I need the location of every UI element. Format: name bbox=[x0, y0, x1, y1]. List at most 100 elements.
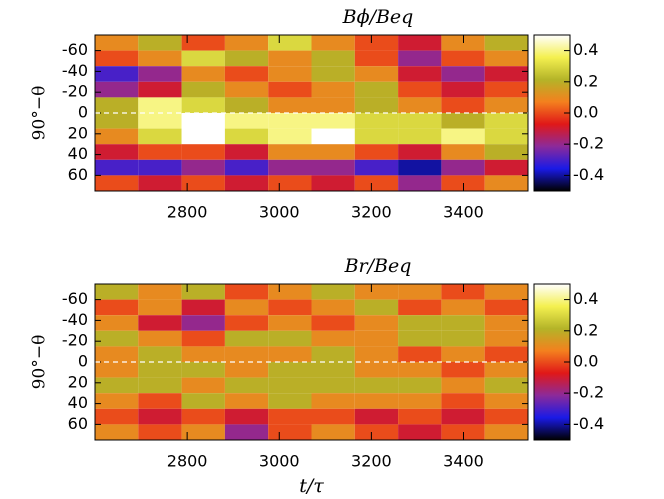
heatmap-cell bbox=[224, 128, 269, 145]
heatmap-cell bbox=[95, 113, 139, 129]
heatmap-cell bbox=[268, 330, 312, 347]
heatmap-cell bbox=[398, 128, 442, 145]
heatmap-cell bbox=[224, 315, 269, 331]
heatmap-cell bbox=[311, 159, 355, 176]
x-tick-label: 3400 bbox=[443, 452, 484, 471]
heatmap-cell bbox=[181, 362, 225, 378]
heatmap-cell bbox=[484, 424, 528, 440]
y-tick-label: 20 bbox=[68, 372, 88, 391]
heatmap-cell bbox=[398, 315, 442, 331]
heatmap-cell bbox=[354, 284, 399, 300]
heatmap-cell bbox=[268, 175, 312, 191]
y-tick-label: 60 bbox=[68, 165, 88, 184]
heatmap-cell bbox=[441, 113, 485, 129]
heatmap-cell bbox=[138, 35, 182, 51]
heatmap-cell bbox=[354, 35, 399, 51]
heatmap-cell bbox=[311, 330, 355, 347]
y-tick-label: -20 bbox=[62, 331, 88, 350]
y-tick-label: 0 bbox=[78, 352, 88, 371]
heatmap-cell bbox=[224, 35, 269, 51]
heatmap-cell bbox=[95, 50, 139, 67]
heatmap-cell bbox=[181, 346, 225, 362]
heatmap-cell bbox=[224, 424, 269, 440]
heatmap-cell bbox=[268, 113, 312, 129]
heatmap-cell bbox=[484, 50, 528, 67]
heatmap-cell bbox=[398, 424, 442, 440]
y-tick-label: 60 bbox=[68, 414, 88, 433]
heatmap-cell bbox=[398, 175, 442, 191]
heatmap-cell bbox=[484, 393, 528, 409]
heatmap-cell bbox=[354, 159, 399, 176]
heatmap-cell bbox=[398, 299, 442, 316]
heatmap-cell bbox=[398, 408, 442, 425]
heatmap-cell bbox=[311, 284, 355, 300]
heatmap-cell bbox=[441, 128, 485, 145]
heatmap-cell bbox=[311, 393, 355, 409]
heatmap-cell bbox=[95, 284, 139, 300]
heatmap-cell bbox=[95, 299, 139, 316]
y-axis-label: 90°−θ bbox=[30, 86, 50, 141]
heatmap-cell bbox=[354, 81, 399, 98]
heatmap-cell bbox=[311, 377, 355, 394]
heatmap-cell bbox=[224, 144, 269, 160]
heatmap-cell bbox=[354, 330, 399, 347]
heatmap-cell bbox=[484, 377, 528, 394]
heatmap-cell bbox=[268, 159, 312, 176]
heatmap-cell bbox=[268, 408, 312, 425]
heatmap-cell bbox=[398, 97, 442, 113]
heatmap-cell bbox=[441, 315, 485, 331]
heatmap-cell bbox=[441, 299, 485, 316]
heatmap-cell bbox=[95, 144, 139, 160]
heatmap-cell bbox=[95, 315, 139, 331]
heatmap-cell bbox=[224, 113, 269, 129]
x-tick-label: 2800 bbox=[167, 203, 208, 222]
y-tick-label: 40 bbox=[68, 144, 88, 163]
heatmap-cell bbox=[138, 424, 182, 440]
heatmap-cell bbox=[181, 50, 225, 67]
heatmap-cell bbox=[354, 128, 399, 145]
heatmap-cell bbox=[311, 66, 355, 82]
heatmap-cell bbox=[181, 81, 225, 98]
heatmap-cell bbox=[311, 81, 355, 98]
heatmap-cell bbox=[138, 346, 182, 362]
heatmap-cell bbox=[441, 50, 485, 67]
heatmap-cell bbox=[138, 377, 182, 394]
heatmap-cell bbox=[95, 330, 139, 347]
heatmap-cell bbox=[138, 113, 182, 129]
heatmap-cell bbox=[268, 97, 312, 113]
heatmap-cell bbox=[484, 35, 528, 51]
heatmap-cell bbox=[484, 144, 528, 160]
heatmap-cell bbox=[95, 159, 139, 176]
x-tick-label: 3400 bbox=[443, 203, 484, 222]
heatmap-cell bbox=[484, 128, 528, 145]
heatmap-cell bbox=[224, 346, 269, 362]
heatmap-cell bbox=[484, 346, 528, 362]
heatmap-cell bbox=[268, 128, 312, 145]
heatmap-cell bbox=[224, 408, 269, 425]
heatmap-cell bbox=[354, 393, 399, 409]
heatmap-cell bbox=[311, 175, 355, 191]
y-tick-label: -40 bbox=[62, 61, 88, 80]
heatmap-cell bbox=[311, 35, 355, 51]
heatmap-cell bbox=[138, 97, 182, 113]
heatmap-cell bbox=[95, 424, 139, 440]
colorbar-tick-label: 0.2 bbox=[573, 71, 598, 90]
colorbar-tick-label: 0.0 bbox=[573, 103, 598, 122]
heatmap-cell bbox=[95, 35, 139, 51]
heatmap-cell bbox=[224, 50, 269, 67]
heatmap-cell bbox=[441, 66, 485, 82]
heatmap-cell bbox=[138, 81, 182, 98]
heatmap-cell bbox=[311, 128, 355, 145]
y-tick-label: 20 bbox=[68, 123, 88, 142]
y-tick-label: -60 bbox=[62, 289, 88, 308]
colorbar-tick-label: -0.2 bbox=[573, 134, 604, 153]
colorbar-tick-label: 0.4 bbox=[573, 40, 598, 59]
heatmap-cell bbox=[441, 393, 485, 409]
colorbar-tick-label: 0.2 bbox=[573, 320, 598, 339]
heatmap-cell bbox=[398, 144, 442, 160]
heatmap-cell bbox=[398, 393, 442, 409]
heatmap-cell bbox=[181, 175, 225, 191]
heatmap-cell bbox=[138, 362, 182, 378]
heatmap-cell bbox=[484, 408, 528, 425]
colorbar-tick-label: 0.4 bbox=[573, 289, 598, 308]
